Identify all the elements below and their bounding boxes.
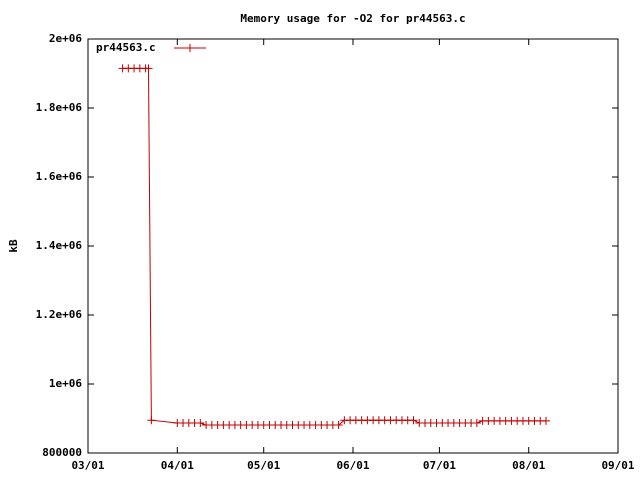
y-tick-label: 1.8e+06 [36,101,83,114]
point-marker [541,416,550,425]
y-tick-label: 800000 [42,446,82,459]
y-tick-label: 2e+06 [49,32,82,45]
legend-marker [186,44,194,52]
y-axis-label: kB [7,239,20,253]
point-marker [196,418,205,427]
x-tick-label: 04/01 [161,459,194,472]
x-tick-label: 06/01 [336,459,369,472]
x-tick-label: 09/01 [601,459,634,472]
y-tick-label: 1.2e+06 [36,308,83,321]
point-marker [472,418,481,427]
point-marker [147,416,156,425]
point-marker [144,64,153,73]
point-marker [334,421,343,430]
chart-title: Memory usage for -O2 for pr44563.c [240,12,465,25]
x-tick-label: 05/01 [247,459,280,472]
x-tick-label: 07/01 [423,459,456,472]
x-tick-label: 08/01 [512,459,545,472]
point-marker [409,416,418,425]
y-tick-label: 1.4e+06 [36,239,83,252]
y-tick-label: 1e+06 [49,377,82,390]
y-tick-label: 1.6e+06 [36,170,83,183]
legend-label: pr44563.c [96,41,156,54]
x-tick-label: 03/01 [71,459,104,472]
